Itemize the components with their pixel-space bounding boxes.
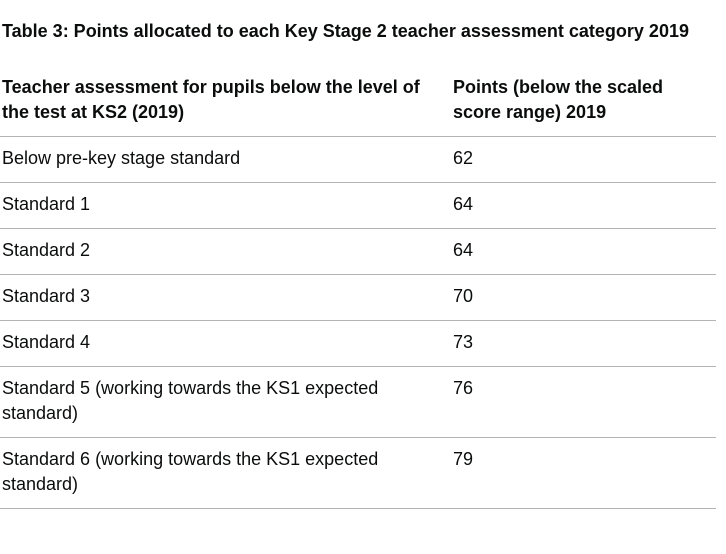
table-body: Below pre-key stage standard 62 Standard… <box>0 136 716 509</box>
table-caption: Table 3: Points allocated to each Key St… <box>2 21 689 41</box>
table-row: Standard 5 (working towards the KS1 expe… <box>0 366 716 438</box>
header-teacher-assessment: Teacher assessment for pupils below the … <box>0 71 450 137</box>
table-row: Standard 6 (working towards the KS1 expe… <box>0 437 716 509</box>
table-row: Standard 3 70 <box>0 274 716 321</box>
table-row: Below pre-key stage standard 62 <box>0 136 716 183</box>
category-cell: Standard 2 <box>0 228 450 275</box>
points-cell: 76 <box>450 366 716 438</box>
table-row: Standard 2 64 <box>0 228 716 275</box>
points-cell: 64 <box>450 182 716 229</box>
category-cell: Below pre-key stage standard <box>0 136 450 183</box>
points-table: Teacher assessment for pupils below the … <box>0 71 716 509</box>
category-cell: Standard 1 <box>0 182 450 229</box>
table-row: Standard 4 73 <box>0 320 716 367</box>
points-cell: 79 <box>450 437 716 509</box>
points-cell: 73 <box>450 320 716 367</box>
category-cell: Standard 4 <box>0 320 450 367</box>
category-cell: Standard 3 <box>0 274 450 321</box>
header-points: Points (below the scaled score range) 20… <box>450 71 716 137</box>
table-header: Teacher assessment for pupils below the … <box>0 71 716 137</box>
points-cell: 64 <box>450 228 716 275</box>
category-cell: Standard 5 (working towards the KS1 expe… <box>0 366 450 438</box>
table-row: Standard 1 64 <box>0 182 716 229</box>
category-cell: Standard 6 (working towards the KS1 expe… <box>0 437 450 509</box>
header-row: Teacher assessment for pupils below the … <box>0 71 716 137</box>
points-cell: 62 <box>450 136 716 183</box>
points-cell: 70 <box>450 274 716 321</box>
